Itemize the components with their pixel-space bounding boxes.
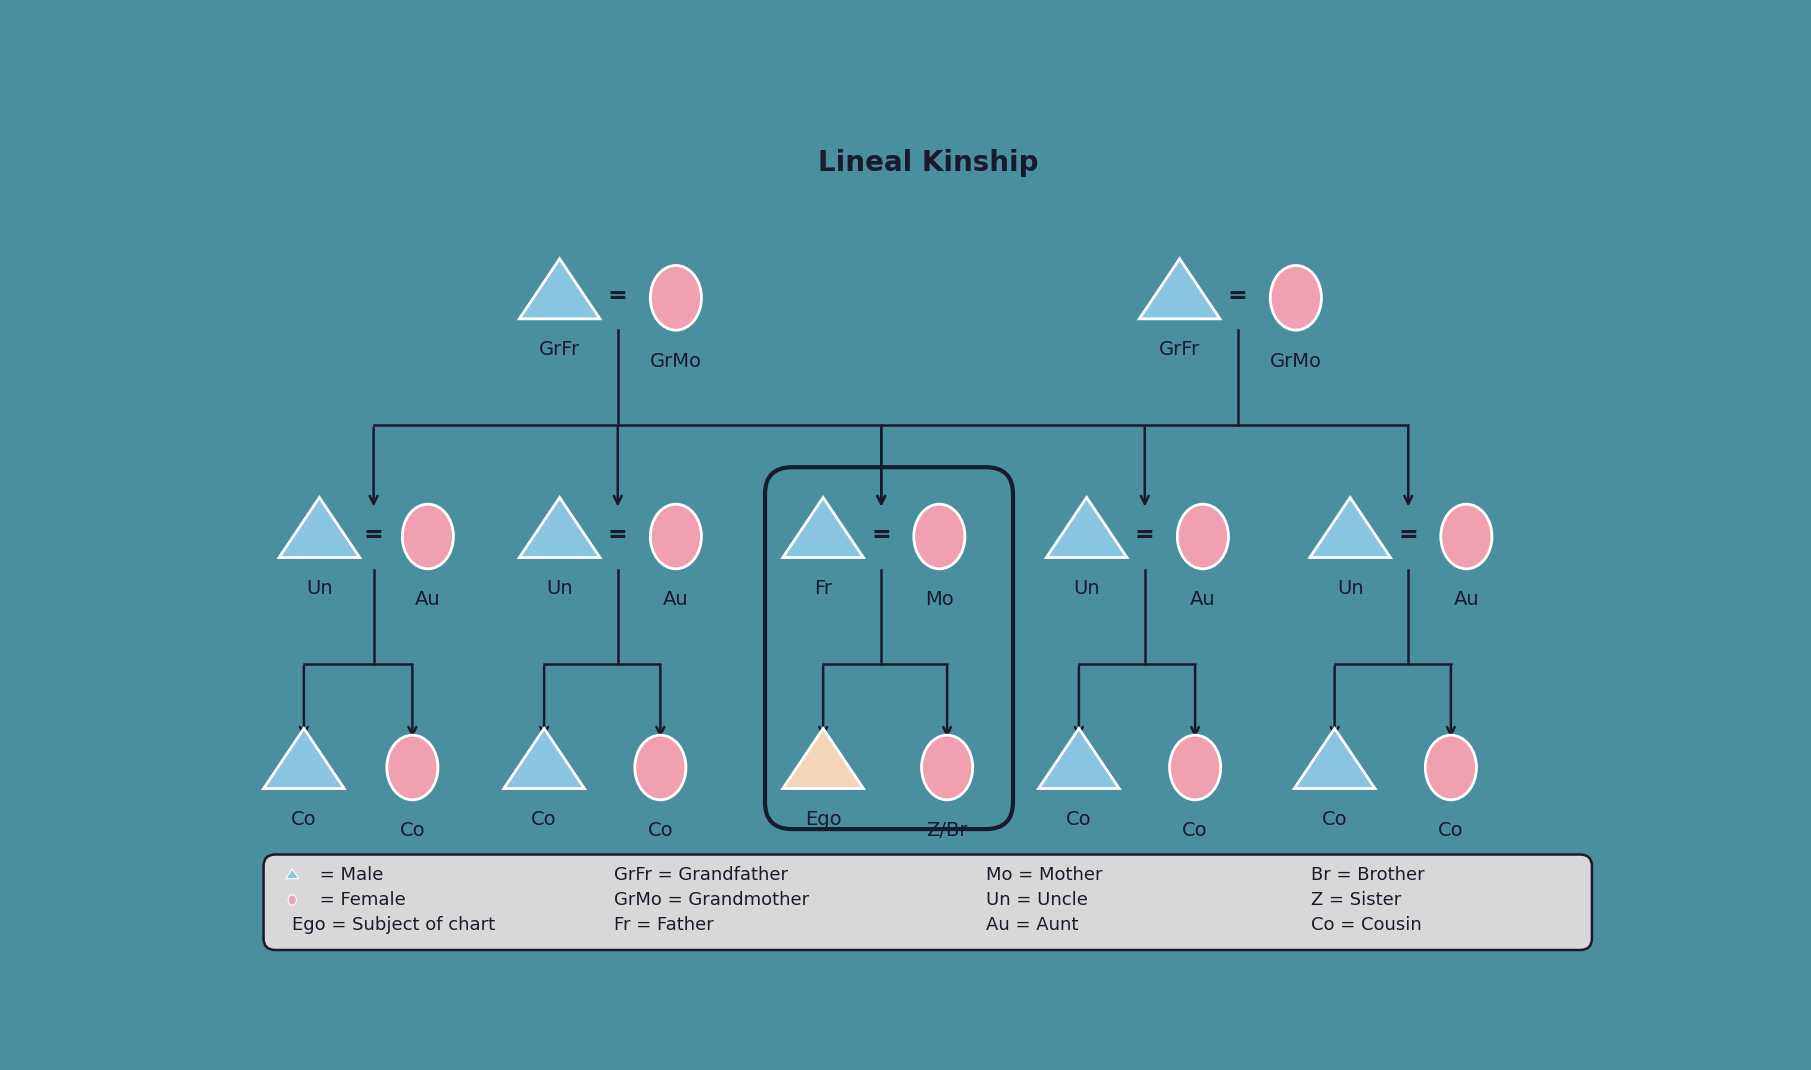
Text: Au: Au (1190, 591, 1215, 610)
Polygon shape (1047, 498, 1126, 557)
Text: GrFr = Grandfather: GrFr = Grandfather (614, 867, 788, 884)
Text: GrMo: GrMo (650, 352, 703, 370)
Ellipse shape (636, 735, 686, 800)
Polygon shape (286, 869, 299, 878)
Text: GrMo = Grandmother: GrMo = Grandmother (614, 891, 810, 908)
Text: GrFr: GrFr (540, 340, 580, 360)
Ellipse shape (1177, 504, 1228, 569)
Ellipse shape (922, 735, 973, 800)
Ellipse shape (1270, 265, 1322, 331)
Text: Co: Co (1322, 810, 1347, 829)
Ellipse shape (402, 504, 453, 569)
Polygon shape (520, 259, 599, 319)
Polygon shape (1139, 259, 1221, 319)
Text: Co: Co (1183, 822, 1208, 840)
Text: Un: Un (1337, 579, 1364, 598)
Text: =: = (608, 523, 628, 547)
Text: Un: Un (1074, 579, 1099, 598)
Text: Br = Brother: Br = Brother (1311, 867, 1425, 884)
Text: Au: Au (1454, 591, 1480, 610)
Ellipse shape (388, 735, 438, 800)
Text: Un: Un (547, 579, 572, 598)
Text: Ego = Subject of chart: Ego = Subject of chart (292, 916, 496, 934)
Text: Co: Co (1438, 822, 1463, 840)
Text: Z/Br: Z/Br (927, 822, 967, 840)
Text: Co = Cousin: Co = Cousin (1311, 916, 1422, 934)
Text: = Male: = Male (313, 867, 384, 884)
FancyBboxPatch shape (264, 855, 1592, 950)
Text: Co: Co (531, 810, 558, 829)
Ellipse shape (915, 504, 965, 569)
Polygon shape (782, 498, 864, 557)
Polygon shape (503, 729, 585, 789)
Text: Lineal Kinship: Lineal Kinship (817, 149, 1038, 177)
Text: Un = Uncle: Un = Uncle (985, 891, 1088, 908)
Text: GrMo: GrMo (1270, 352, 1322, 370)
Ellipse shape (1442, 504, 1492, 569)
Polygon shape (1038, 729, 1119, 789)
Polygon shape (1309, 498, 1391, 557)
Text: Ego: Ego (804, 810, 842, 829)
Ellipse shape (650, 504, 701, 569)
Text: GrFr: GrFr (1159, 340, 1201, 360)
Text: =: = (871, 523, 891, 547)
Polygon shape (782, 729, 864, 789)
Polygon shape (279, 498, 360, 557)
Text: Mo: Mo (925, 591, 954, 610)
Text: Fr = Father: Fr = Father (614, 916, 714, 934)
Text: Au: Au (415, 591, 440, 610)
Text: = Female: = Female (313, 891, 406, 908)
Ellipse shape (288, 895, 297, 905)
Text: Au = Aunt: Au = Aunt (985, 916, 1078, 934)
Text: Co: Co (1067, 810, 1092, 829)
Text: =: = (1398, 523, 1418, 547)
Polygon shape (1295, 729, 1375, 789)
Text: =: = (364, 523, 384, 547)
Polygon shape (520, 498, 599, 557)
Text: Fr: Fr (815, 579, 831, 598)
Ellipse shape (650, 265, 701, 331)
Text: =: = (1228, 285, 1248, 308)
Ellipse shape (1170, 735, 1221, 800)
Text: Au: Au (663, 591, 688, 610)
Text: Un: Un (306, 579, 333, 598)
Text: =: = (608, 285, 628, 308)
Text: Co: Co (292, 810, 317, 829)
Ellipse shape (1425, 735, 1476, 800)
Text: Co: Co (400, 822, 426, 840)
Text: =: = (1135, 523, 1155, 547)
Text: Z = Sister: Z = Sister (1311, 891, 1402, 908)
Polygon shape (264, 729, 344, 789)
Text: Mo = Mother: Mo = Mother (985, 867, 1103, 884)
Text: Co: Co (648, 822, 674, 840)
